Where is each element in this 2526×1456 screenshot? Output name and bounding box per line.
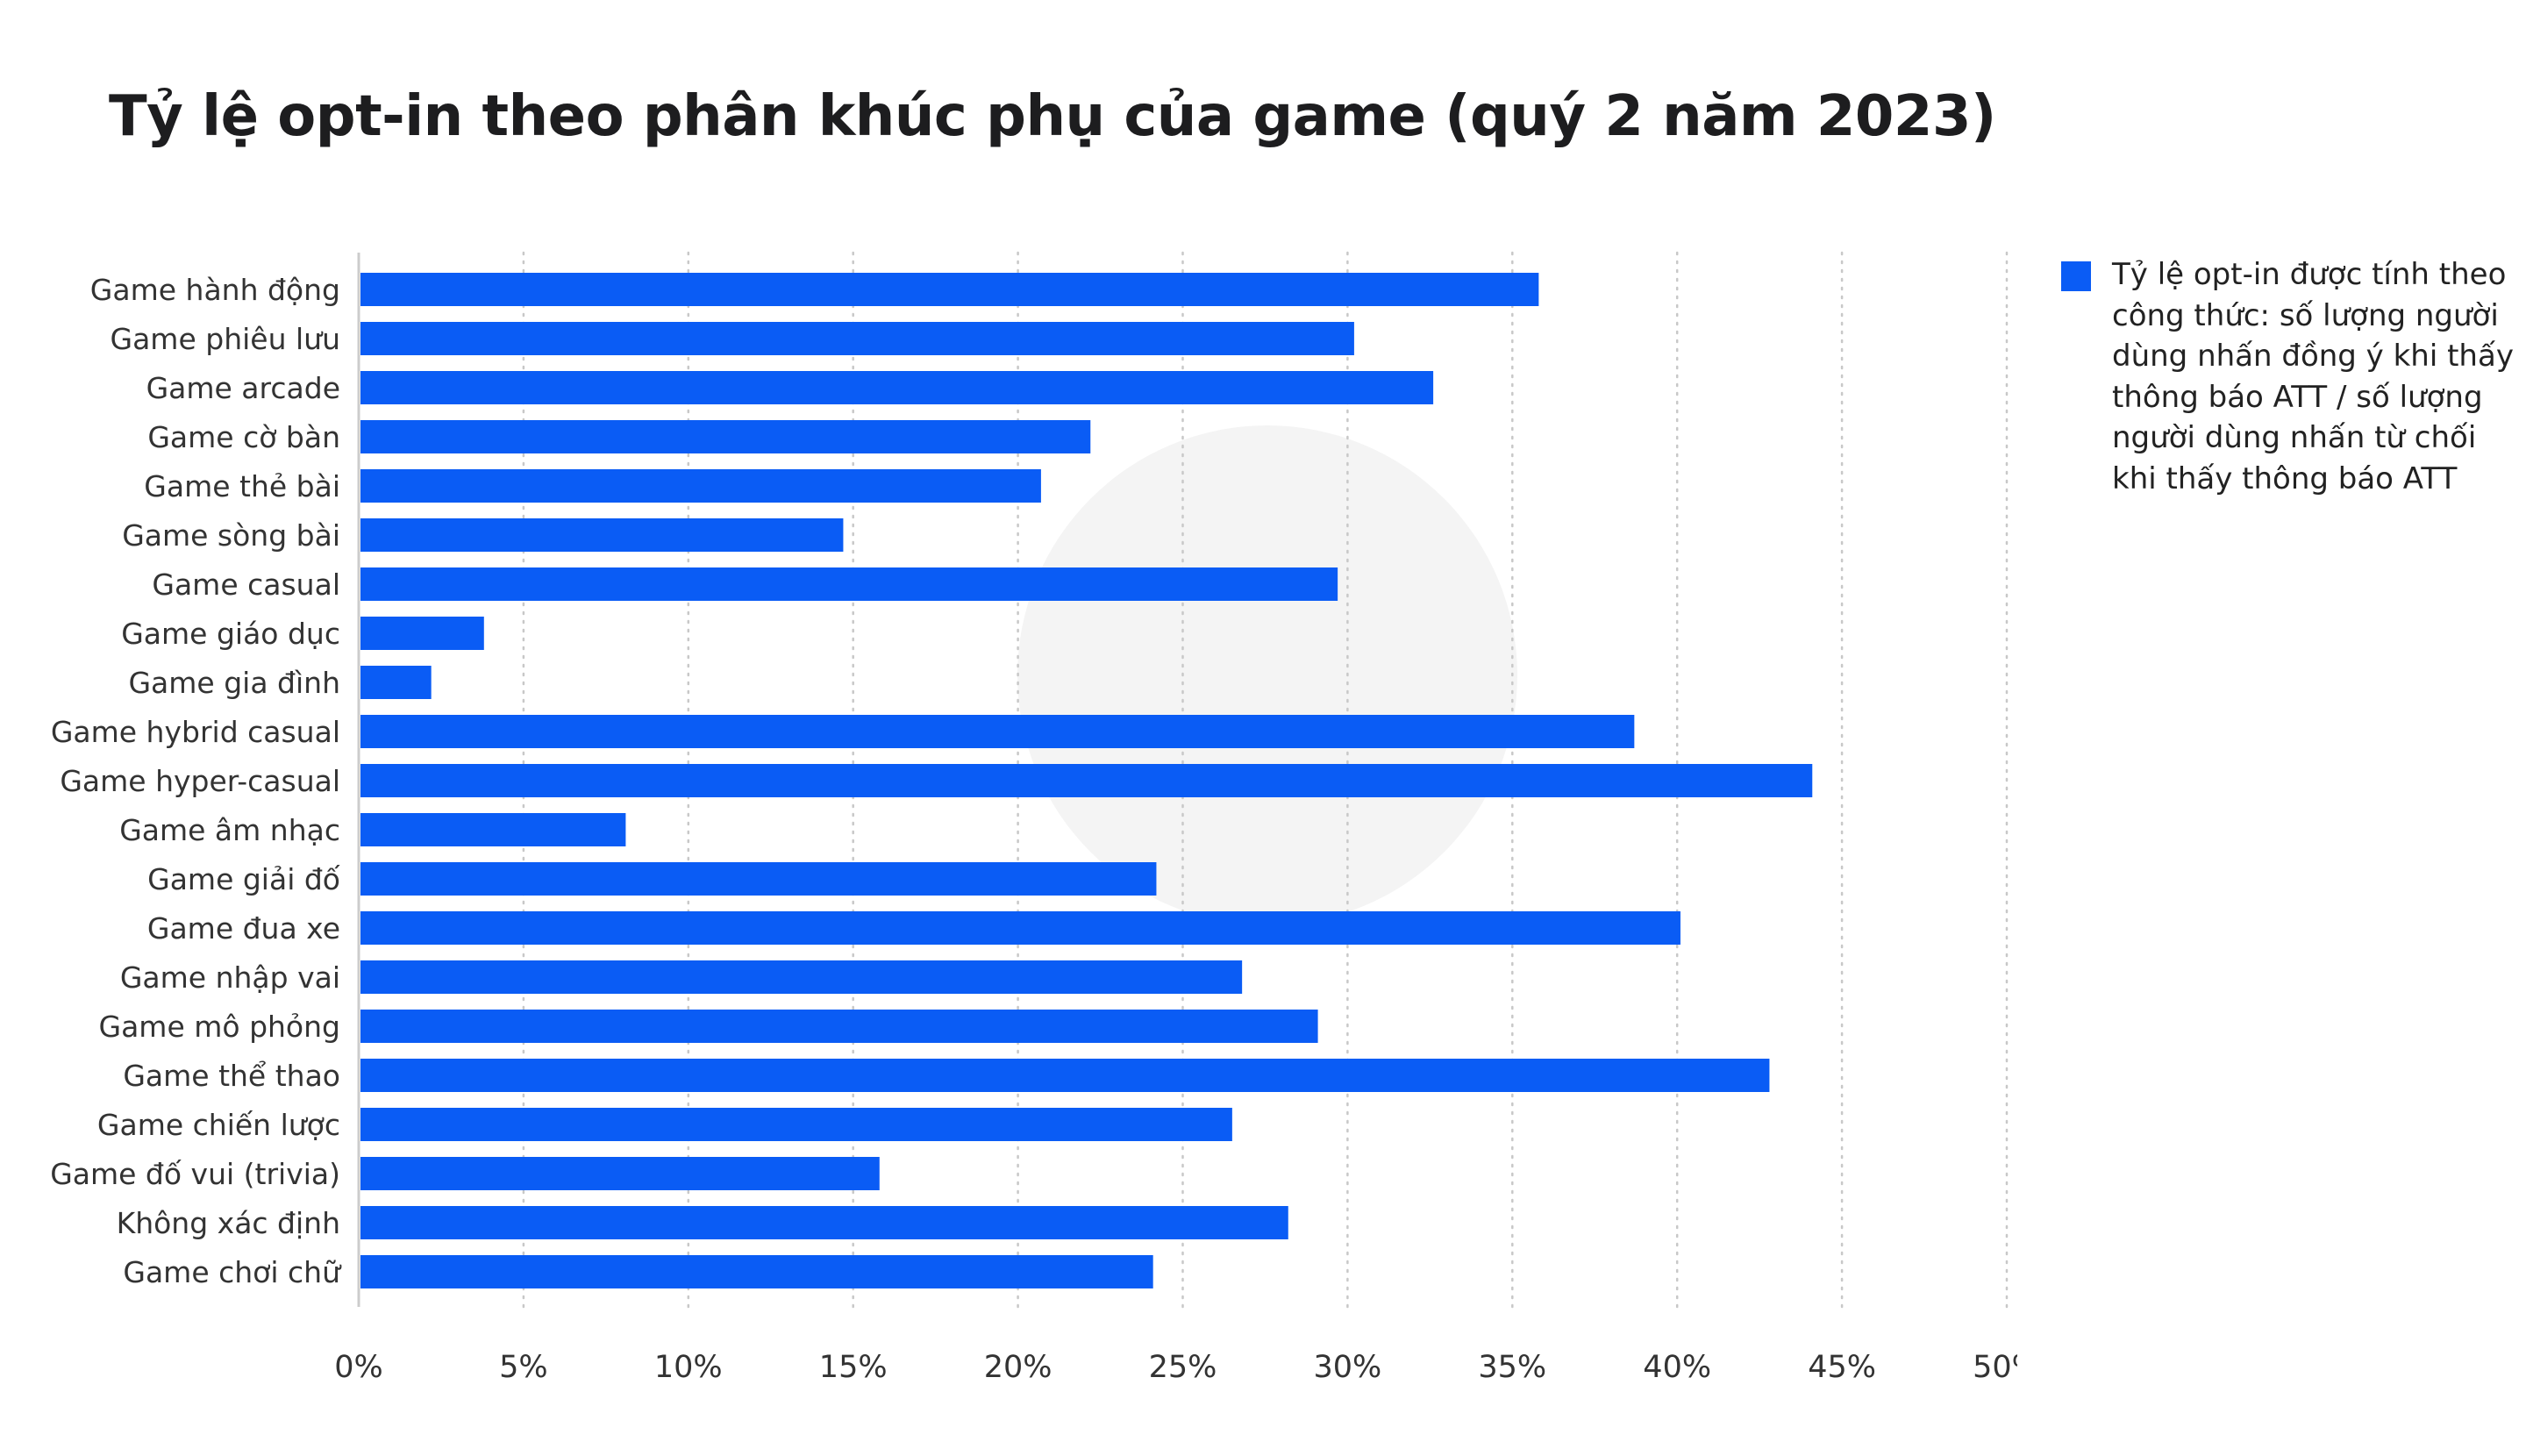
bar [360,469,1041,503]
x-tick-label: 10% [654,1350,723,1385]
x-tick-label: 45% [1808,1350,1876,1385]
bar [360,1206,1288,1239]
bar [360,420,1091,453]
category-labels: Game hành động Game phiêu lưu Game arcade G… [50,273,342,1289]
watermark-logo [1017,425,1517,925]
x-tick-label: 40% [1643,1350,1711,1385]
bar [360,371,1434,404]
bar [360,911,1680,945]
bar [360,764,1813,797]
bar [360,1255,1153,1288]
bar [360,322,1354,355]
category-label: Game đua xe [147,911,340,946]
legend-label: Tỷ lệ opt-in được tính theo công thức: s… [2112,257,2514,496]
category-label: Game hyper-casual [60,764,340,798]
bars [360,273,1813,1288]
category-label: Game đố vui (trivia) [50,1157,340,1191]
category-label: Game hybrid casual [51,715,340,749]
x-tick-label: 5% [499,1350,548,1385]
bar-chart: Game hành động Game phiêu lưu Game arcade G… [50,251,2017,1385]
x-axis-tick-labels: 0% 5% 10% 15% 20% 25% 30% 35% 40% 45% 50% [334,1350,2017,1385]
bar [360,960,1243,994]
legend: Tỷ lệ opt-in được tính theo công thức: s… [2061,254,2517,499]
bar [360,273,1539,306]
category-label: Game phiêu lưu [111,322,340,356]
bar [360,1059,1770,1092]
x-tick-label: 15% [819,1350,888,1385]
x-tick-label: 35% [1478,1350,1546,1385]
category-label: Game sòng bài [122,518,340,553]
category-label: Game chơi chữ [123,1255,342,1289]
category-label: Không xác định [117,1206,340,1240]
x-tick-label: 50% [1973,1350,2017,1385]
x-tick-label: 20% [984,1350,1052,1385]
chart-title: Tỷ lệ opt-in theo phân khúc phụ của game… [109,84,1996,149]
category-label: Game arcade [146,371,340,405]
category-label: Game gia đình [128,666,340,700]
bar [360,862,1157,896]
bar [360,567,1338,601]
bar [360,518,844,552]
category-label: Game hành động [90,273,340,307]
category-label: Game casual [152,567,340,602]
bar [360,813,626,846]
category-label: Game giải đố [147,862,340,896]
category-label: Game thể thao [123,1059,340,1093]
bar [360,715,1635,748]
category-label: Game giáo dục [121,617,340,651]
category-label: Game mô phỏng [99,1010,340,1044]
legend-swatch [2061,261,2091,291]
bar [360,1157,880,1190]
category-label: Game thẻ bài [144,469,340,503]
bar [360,1010,1318,1043]
bar [360,666,432,699]
category-label: Game nhập vai [120,960,340,995]
category-label: Game chiến lược [97,1108,340,1142]
x-tick-label: 0% [334,1350,383,1385]
bar [360,1108,1232,1141]
category-label: Game âm nhạc [119,813,340,847]
x-tick-label: 30% [1314,1350,1382,1385]
category-label: Game cờ bàn [147,420,340,454]
x-tick-label: 25% [1149,1350,1217,1385]
bar [360,617,484,650]
